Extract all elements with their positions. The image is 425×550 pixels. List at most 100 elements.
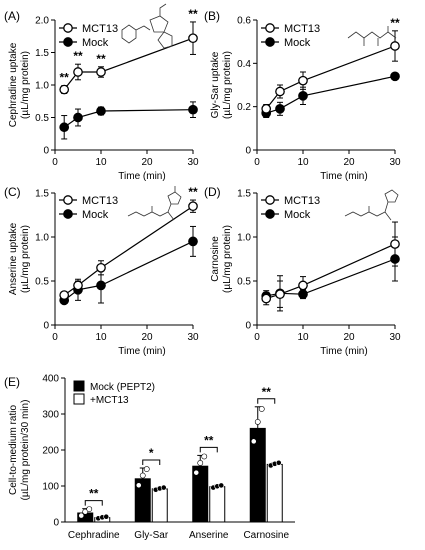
bond-2 <box>384 211 392 221</box>
legend-label: MCT13 <box>284 195 320 207</box>
data-point <box>73 280 83 291</box>
significance-mark: ** <box>96 52 106 66</box>
x-tick-label: 20 <box>141 157 153 168</box>
x-tick-label: 0 <box>254 157 260 168</box>
data-point <box>261 293 272 304</box>
data-point <box>73 67 83 77</box>
data-point <box>261 103 272 114</box>
x-axis-label: Time (min) <box>118 171 165 182</box>
significance-mark: ** <box>262 385 272 399</box>
replicate-dot <box>218 482 225 489</box>
x-axis-label: Time (min) <box>320 171 367 182</box>
y-axis-label: Carnosine <box>210 236 221 282</box>
y-axis-label-units: (µL/mg protein) <box>222 51 233 119</box>
panel-3: (C) 0 0.5 1.0 1.5 0 10 20 30 Time (min) Anserine u… <box>4 185 199 357</box>
legend-label: +MCT13 <box>90 395 129 406</box>
chain <box>127 211 169 217</box>
series-line-mct13 <box>266 243 396 300</box>
x-axis-label: Time (min) <box>118 346 165 357</box>
data-point <box>96 67 106 77</box>
legend-marker <box>265 195 275 205</box>
data-point <box>188 201 198 212</box>
legend-marker <box>63 209 73 219</box>
data-point <box>298 90 308 101</box>
y-tick-label: 0.5 <box>35 113 49 124</box>
y-tick-label: 1.0 <box>237 233 251 244</box>
legend-label: MCT13 <box>82 23 118 35</box>
x-tick-label: Cephradine <box>68 530 120 541</box>
y-axis-label-units: (µL/mg protein/30 min) <box>20 400 31 501</box>
y-tick-label: 0 <box>245 146 251 157</box>
y-tick-label: 0 <box>43 146 49 157</box>
x-tick-label: 30 <box>389 157 401 168</box>
data-point <box>59 290 70 300</box>
series-line-mock <box>63 109 194 128</box>
x-tick-label: 20 <box>343 157 355 168</box>
replicate-dot <box>139 472 146 479</box>
replicate-dot <box>193 469 200 476</box>
chain-2 <box>159 3 167 16</box>
anserine-structure <box>127 186 182 221</box>
y-tick-label: 1.5 <box>237 189 251 200</box>
data-point <box>275 103 285 114</box>
y-axis-label: Anserine uptake <box>8 222 19 295</box>
x-tick-label: Carnosine <box>243 530 289 541</box>
x-tick-label: 20 <box>141 332 153 343</box>
x-tick-label: Anserine <box>189 530 229 541</box>
cephradine-structure <box>121 3 173 49</box>
bar <box>209 486 226 523</box>
data-point <box>96 280 106 291</box>
bar <box>151 488 168 523</box>
replicate-dot <box>254 419 261 425</box>
ring-2 <box>149 15 169 33</box>
series-line-mct13 <box>63 205 194 296</box>
y-tick-label: 0.5 <box>35 277 49 288</box>
bond-3 <box>167 211 175 221</box>
panel-1: (A) 0 0.5 1.0 1.5 2.0 0 10 20 30 Time (min) Cephrad… <box>4 7 199 182</box>
legend-label: Mock <box>284 37 311 49</box>
data-point <box>298 75 308 86</box>
y-tick-label: 0.2 <box>237 102 251 113</box>
series-line-mock <box>63 240 194 301</box>
y-tick-label: 1.5 <box>35 48 49 59</box>
data-point <box>188 236 198 247</box>
data-point <box>59 84 70 95</box>
x-tick-label: 10 <box>95 332 107 343</box>
legend-marker <box>265 37 275 47</box>
legend-label: Mock (PEPT2) <box>90 382 155 393</box>
significance-mark: ** <box>390 16 400 30</box>
replicate-dot <box>135 482 142 489</box>
y-axis-label: Gly-Sar uptake <box>210 51 221 118</box>
legend-marker <box>63 23 73 33</box>
x-tick-label: 20 <box>343 332 355 343</box>
significance-mark: ** <box>204 433 214 447</box>
replicate-dot <box>275 459 282 466</box>
significance-mark: * <box>149 446 154 460</box>
panel-2: (B) 0 0.2 0.4 0.6 0 10 20 30 Time (min) Gly-Sar up… <box>204 9 401 182</box>
chain <box>344 211 386 217</box>
x-axis-label: Time (min) <box>320 346 367 357</box>
legend-swatch <box>73 393 85 405</box>
panel-4: (D) 0 0.5 1.0 1.5 0 10 20 30 Time (min) Carnosine(… <box>204 185 401 357</box>
y-tick-label: 0.6 <box>237 16 251 27</box>
panel-label: (B) <box>204 9 220 23</box>
legend-label: Mock <box>82 209 109 221</box>
data-point <box>298 280 308 291</box>
data-point <box>188 104 198 115</box>
replicate-dot <box>143 466 150 472</box>
x-tick-label: 0 <box>52 332 58 343</box>
ring <box>384 189 399 203</box>
y-tick-label: 0 <box>43 321 49 332</box>
x-tick-label: 30 <box>389 332 401 343</box>
legend-marker <box>63 37 73 47</box>
panel-label: (E) <box>4 375 20 389</box>
ring-3 <box>157 31 173 49</box>
series-line-mock <box>266 258 396 297</box>
x-tick-label: 10 <box>95 157 107 168</box>
y-tick-label: 0 <box>53 518 59 529</box>
x-tick-label: 0 <box>52 157 58 168</box>
y-axis-label: Cephradine uptake <box>8 42 19 127</box>
data-point <box>275 86 285 97</box>
replicate-dot <box>82 508 89 515</box>
